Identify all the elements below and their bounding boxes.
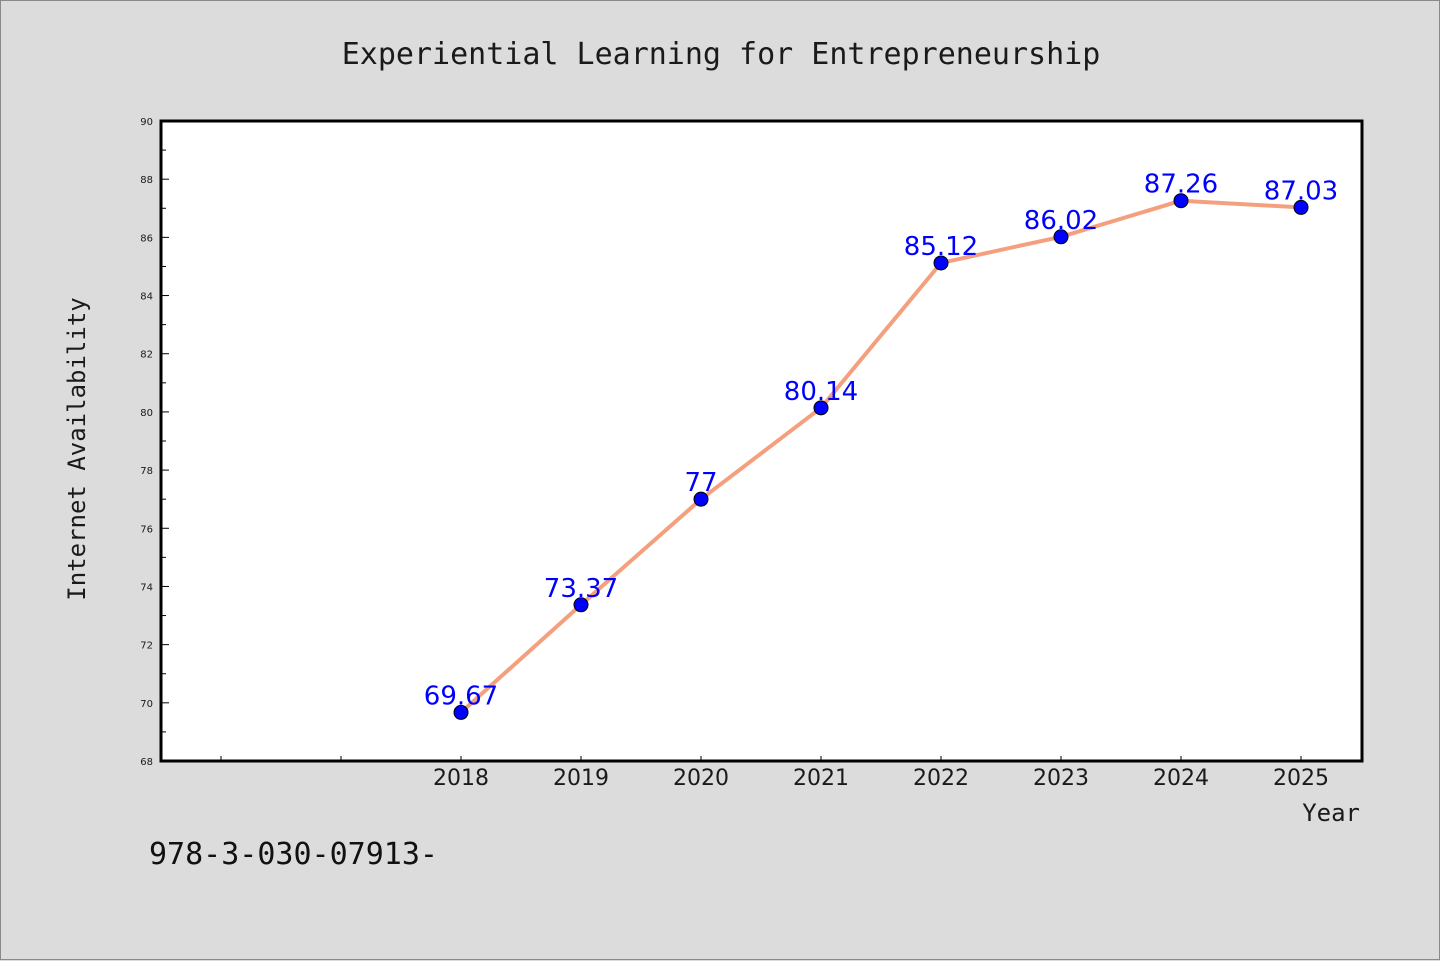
data-label: 73.37	[544, 574, 618, 604]
series-line	[459, 198, 1303, 715]
x-tick-label: 2025	[1273, 766, 1329, 791]
y-tick-label: 88	[140, 175, 153, 186]
y-tick-label: 84	[140, 292, 153, 303]
data-point	[933, 255, 949, 271]
data-label: 80.14	[784, 377, 858, 407]
y-tick-label: 82	[140, 350, 153, 361]
x-axis: 2018 2019 2020 2021 2022 2023 2024 2025	[220, 756, 1329, 791]
x-tick-label: 2022	[913, 766, 969, 791]
x-tick-label: 2018	[433, 766, 489, 791]
x-tick-label: 2020	[673, 766, 729, 791]
x-tick-label: 2021	[793, 766, 849, 791]
data-label: 86.02	[1024, 206, 1098, 236]
x-tick-label: 2019	[553, 766, 609, 791]
y-tick-label: 72	[140, 641, 153, 652]
y-tick-label: 80	[140, 408, 153, 419]
plot-frame	[159, 119, 1364, 763]
y-tick-label: 70	[140, 699, 153, 710]
data-point	[1293, 199, 1309, 215]
y-axis-label: Internet Availability	[63, 297, 91, 600]
data-point	[1173, 193, 1189, 209]
data-point	[813, 400, 829, 416]
y-tick-label: 90	[140, 117, 153, 128]
y-tick-label: 68	[140, 757, 153, 768]
data-label: 87.26	[1144, 170, 1218, 200]
isbn-annotation: 978-3-030-07913-	[149, 837, 438, 872]
x-tick-label: 2023	[1033, 766, 1089, 791]
data-label: 77	[684, 468, 717, 498]
y-tick-label: 78	[140, 466, 153, 477]
data-label: 87.03	[1264, 176, 1338, 206]
x-tick-label: 2024	[1153, 766, 1209, 791]
data-label: 85.12	[904, 232, 978, 262]
y-tick-label: 76	[140, 524, 153, 535]
data-point	[573, 597, 589, 613]
data-point	[453, 704, 469, 720]
chart-title: Experiential Learning for Entrepreneursh…	[342, 37, 1101, 72]
plot-area	[161, 121, 1362, 761]
y-tick-label: 86	[140, 233, 153, 244]
series-group: 69.67 73.37 77 80.14 85.12 86.02 87.26 87.03	[424, 170, 1338, 720]
data-point	[693, 491, 709, 507]
y-tick-label: 74	[140, 582, 153, 593]
y-axis: 68 70 72 74 76 78 80 82 84 86 88 90	[140, 117, 169, 768]
data-label: 69.67	[424, 681, 498, 711]
x-axis-label: Year	[1302, 799, 1360, 827]
data-point	[1053, 229, 1069, 245]
